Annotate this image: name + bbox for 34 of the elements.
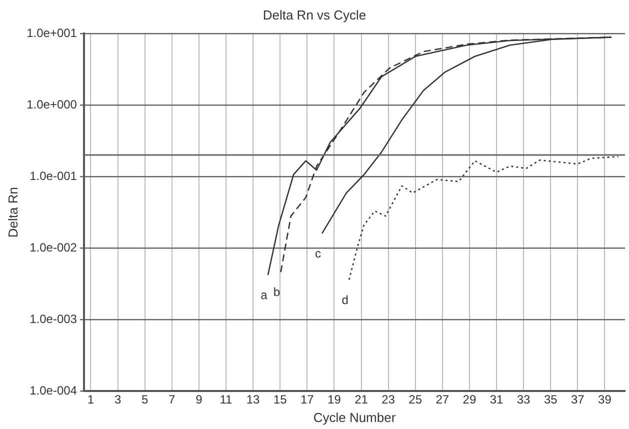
y-tick-label: 1.0e-002 <box>30 240 78 254</box>
x-tick-label: 9 <box>196 392 203 407</box>
series-label: c <box>315 246 322 260</box>
x-tick-label: 21 <box>354 392 368 407</box>
series-label: b <box>273 285 280 300</box>
x-tick-label: 25 <box>408 392 422 407</box>
x-tick-label: 23 <box>382 392 396 407</box>
x-tick-label: 29 <box>462 392 476 407</box>
y-tick-label: 1.0e+001 <box>26 26 78 40</box>
x-tick-label: 15 <box>273 392 288 407</box>
y-axis-title: Delta Rn <box>5 187 20 238</box>
x-tick-label: 17 <box>300 392 314 407</box>
x-tick-label: 39 <box>598 392 612 407</box>
x-tick-label: 1 <box>87 392 94 407</box>
x-tick-label: 19 <box>328 392 342 407</box>
y-tick-label: 1.0e-004 <box>30 383 78 398</box>
line-series <box>348 156 619 280</box>
y-tick-label: 1.0e-003 <box>30 312 78 326</box>
y-tick-label: 1.0e-001 <box>30 168 78 183</box>
x-tick-label: 33 <box>516 392 531 407</box>
x-tick-label: 35 <box>544 392 558 407</box>
x-tick-label: 7 <box>168 392 176 407</box>
x-tick-label: 13 <box>246 392 260 407</box>
x-tick-label: 5 <box>142 392 149 407</box>
series-label: d <box>342 292 348 307</box>
x-axis-title: Cycle Number <box>313 410 396 425</box>
x-tick-label: 27 <box>436 392 450 407</box>
x-tick-label: 31 <box>490 392 504 407</box>
y-tick-label: 1.0e+000 <box>26 97 78 112</box>
x-tick-label: 37 <box>570 392 585 407</box>
chart-title: Delta Rn vs Cycle <box>262 7 366 22</box>
x-tick-label: 11 <box>220 392 233 407</box>
x-tick-label: 3 <box>114 392 122 407</box>
series-label: a <box>260 288 268 302</box>
